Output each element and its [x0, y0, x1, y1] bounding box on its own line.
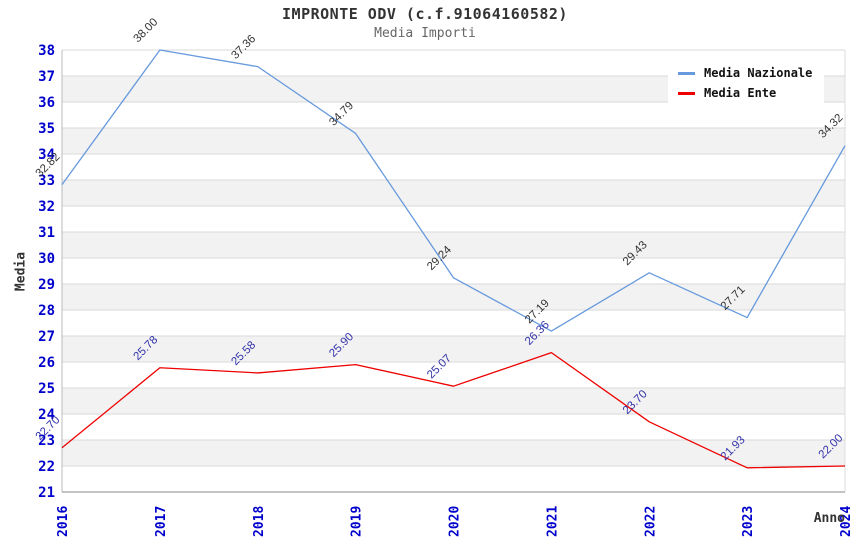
point-label: 38.00 [132, 16, 161, 45]
plot-band [62, 466, 845, 492]
legend-item-media-nazionale: Media Nazionale [678, 63, 812, 83]
legend-item-media-ente: Media Ente [678, 83, 812, 103]
x-tick-label: 2024 [839, 506, 850, 537]
legend-label: Media Nazionale [704, 66, 813, 80]
x-tick-label: 2023 [741, 506, 756, 537]
legend-swatch-red-line-icon [678, 91, 695, 95]
y-tick-label: 24 [38, 407, 55, 423]
y-tick-label: 23 [38, 433, 55, 449]
plot-band [62, 414, 845, 440]
chart-subtitle: Media Importi [374, 26, 476, 41]
x-tick-label: 2016 [56, 506, 71, 537]
y-tick-label: 30 [38, 251, 55, 267]
plot-band [62, 154, 845, 180]
x-tick-label: 2020 [448, 506, 463, 537]
chart-title: IMPRONTE ODV (c.f.91064160582) [282, 5, 568, 23]
plot-band [62, 284, 845, 310]
y-tick-label: 27 [38, 329, 55, 345]
y-tick-label: 37 [38, 69, 55, 85]
y-tick-label: 22 [38, 459, 55, 475]
y-tick-label: 29 [38, 277, 55, 293]
y-axis-title: Media [13, 251, 29, 292]
plot-band [62, 206, 845, 232]
x-tick-label: 2017 [154, 506, 169, 537]
plot-band [62, 362, 845, 388]
y-tick-label: 21 [38, 485, 55, 501]
series-line-media-ente [61, 351, 846, 469]
plot-band [62, 258, 845, 284]
y-tick-label: 26 [38, 355, 55, 371]
y-tick-label: 36 [38, 95, 55, 111]
series-line-media-nazionale [61, 49, 846, 332]
y-tick-label: 35 [38, 121, 55, 137]
legend-label: Media Ente [704, 86, 777, 100]
y-tick-label: 33 [38, 173, 55, 189]
x-tick-label: 2019 [350, 506, 365, 537]
y-tick-label: 28 [38, 303, 55, 319]
y-tick-label: 32 [38, 199, 55, 215]
y-tick-label: 25 [38, 381, 55, 397]
plot-band [62, 232, 845, 258]
legend-swatch-blue-line-icon [678, 71, 695, 75]
x-tick-label: 2018 [252, 506, 267, 537]
y-tick-label: 38 [38, 43, 55, 59]
plot-band [62, 388, 845, 414]
y-tick-label: 34 [38, 147, 55, 163]
y-tick-label: 31 [38, 225, 55, 241]
x-tick-label: 2022 [643, 506, 658, 537]
plot-band [62, 336, 845, 362]
legend: Media Nazionale Media Ente [668, 56, 825, 110]
x-axis-title: Anno [813, 511, 845, 526]
plot-band [62, 128, 845, 154]
plot-band [62, 180, 845, 206]
x-tick-label: 2021 [545, 506, 560, 537]
plot-band [62, 310, 845, 336]
